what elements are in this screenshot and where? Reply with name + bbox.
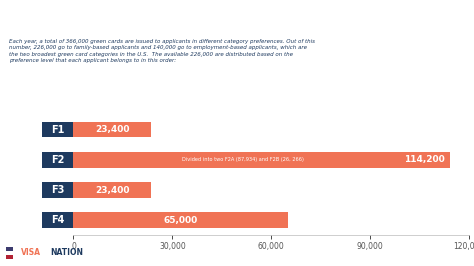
Bar <box>73 122 151 137</box>
Bar <box>73 152 450 168</box>
Text: 23,400: 23,400 <box>95 125 129 134</box>
Text: Divided into two F2A (87,934) and F2B (26, 266): Divided into two F2A (87,934) and F2B (2… <box>182 157 304 162</box>
FancyBboxPatch shape <box>42 213 73 228</box>
Bar <box>6 247 13 251</box>
Text: VISA: VISA <box>21 248 41 257</box>
Text: 114,200: 114,200 <box>404 155 445 164</box>
Text: F2: F2 <box>51 155 64 165</box>
FancyBboxPatch shape <box>42 182 73 198</box>
Text: F1: F1 <box>51 124 64 135</box>
Text: NATION: NATION <box>50 248 83 257</box>
Text: 23,400: 23,400 <box>95 185 129 194</box>
Text: F3: F3 <box>51 185 64 195</box>
Bar <box>73 182 151 198</box>
Bar <box>6 255 13 259</box>
Text: 65,000: 65,000 <box>164 216 198 225</box>
FancyBboxPatch shape <box>42 152 73 168</box>
Text: F4: F4 <box>51 215 64 225</box>
Bar <box>6 251 13 255</box>
FancyBboxPatch shape <box>42 122 73 137</box>
Bar <box>73 213 288 228</box>
Text: Each year, a total of 366,000 green cards are issued to applicants in different : Each year, a total of 366,000 green card… <box>9 39 316 63</box>
Text: Green Cards Allocated Per Category: Green Cards Allocated Per Category <box>83 12 391 27</box>
